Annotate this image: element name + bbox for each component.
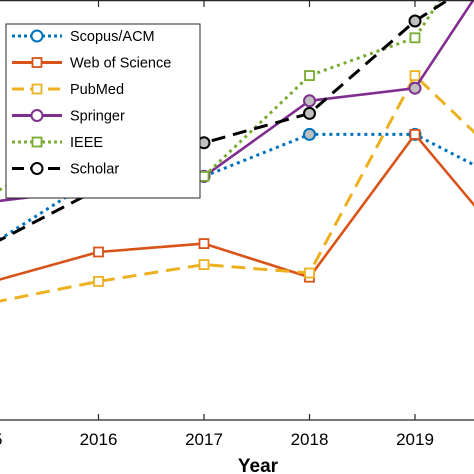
- legend-label-ieee: IEEE: [70, 135, 103, 151]
- legend-marker-scholar: [30, 162, 44, 175]
- x-axis-title: Year: [238, 456, 279, 474]
- legend-item-pubmed: PubMed: [12, 82, 124, 98]
- point-springer-2019: [408, 81, 422, 95]
- legend-marker-web-of-science: [31, 57, 43, 68]
- point-scholar-2018: [303, 106, 316, 120]
- point-ieee-2017: [198, 170, 210, 182]
- legend-marker-pubmed: [31, 83, 43, 95]
- x-tick-label-2015: 15: [0, 430, 2, 449]
- legend-item-scopus-acm: Scopus/ACM: [12, 29, 155, 45]
- point-ieee-2018: [304, 70, 315, 81]
- legend-marker-springer: [30, 109, 44, 122]
- x-tick-label-2018: 2018: [291, 430, 329, 449]
- legend: Scopus/ACM Web of Science PubMed Springer IE…: [5, 23, 201, 199]
- legend-marker-scopus-acm: [30, 29, 44, 43]
- legend-label-web-of-science: Web of Science: [70, 56, 171, 72]
- point-pubmed-2017: [198, 259, 210, 271]
- legend-label-springer: Springer: [70, 109, 125, 125]
- legend-label-pubmed: PubMed: [70, 82, 124, 98]
- legend-item-scholar: Scholar: [12, 162, 119, 178]
- x-tick-label-2017: 2017: [185, 430, 223, 449]
- axes-layer: 15 2016 2017 2018 2019: [0, 0, 474, 449]
- x-tick-label-2019: 2019: [396, 430, 434, 449]
- point-web-of-science-2019: [409, 128, 421, 140]
- point-scopus-acm-2018: [303, 127, 316, 141]
- point-web-of-science-2016: [93, 246, 104, 258]
- point-scholar-2019: [408, 14, 422, 28]
- legend-marker-ieee: [31, 136, 43, 148]
- point-ieee-2019: [409, 32, 421, 44]
- legend-item-web-of-science: Web of Science: [12, 56, 171, 72]
- series-pubmed: [0, 70, 474, 303]
- point-pubmed-2016: [93, 275, 104, 287]
- legend-label-scholar: Scholar: [70, 162, 119, 178]
- series-line-web-of-science: [0, 133, 474, 281]
- series-line-scopus-acm: [0, 132, 474, 241]
- x-tick-label-2016: 2016: [80, 430, 118, 449]
- legend-label-scopus-acm: Scopus/ACM: [70, 29, 155, 45]
- point-springer-2018: [303, 94, 316, 108]
- point-web-of-science-2017: [198, 238, 210, 250]
- series-line-pubmed: [0, 74, 474, 303]
- point-pubmed-2018: [304, 267, 315, 279]
- point-pubmed-2019: [409, 70, 421, 81]
- legend-item-ieee: IEEE: [12, 135, 103, 151]
- legend-item-springer: Springer: [12, 109, 125, 125]
